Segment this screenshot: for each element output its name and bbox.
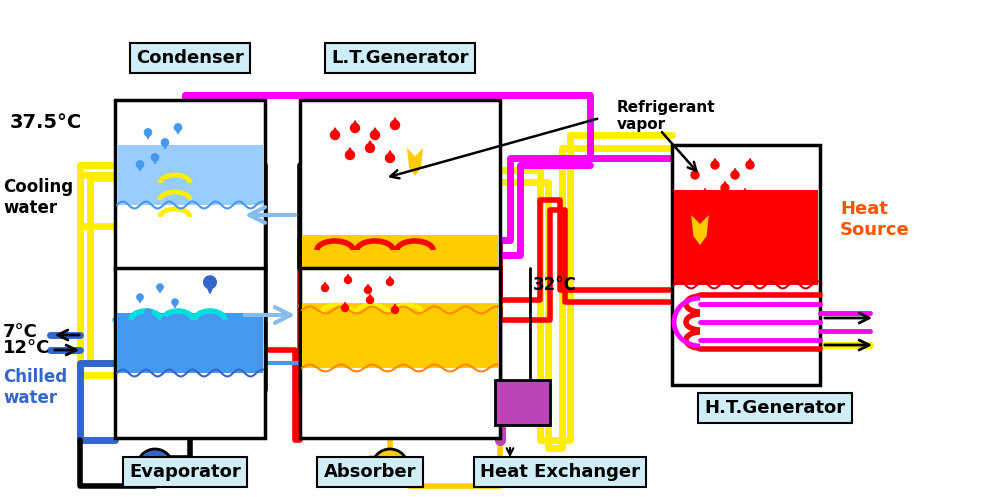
Polygon shape bbox=[366, 141, 374, 148]
Text: 7°C: 7°C bbox=[3, 323, 38, 341]
Circle shape bbox=[330, 131, 339, 140]
Bar bbox=[117, 145, 263, 205]
Polygon shape bbox=[146, 312, 151, 318]
Circle shape bbox=[157, 284, 163, 290]
Polygon shape bbox=[158, 287, 163, 293]
Bar bbox=[672, 145, 820, 385]
Polygon shape bbox=[138, 297, 143, 303]
Text: Refrigerant
vapor: Refrigerant vapor bbox=[617, 100, 715, 132]
Bar bbox=[115, 100, 265, 270]
Text: Evaporator: Evaporator bbox=[129, 463, 241, 481]
Circle shape bbox=[162, 317, 169, 323]
Circle shape bbox=[350, 123, 359, 133]
Polygon shape bbox=[732, 168, 738, 175]
Circle shape bbox=[721, 184, 729, 192]
Circle shape bbox=[203, 276, 216, 288]
Circle shape bbox=[137, 449, 173, 485]
Polygon shape bbox=[387, 276, 393, 282]
Circle shape bbox=[392, 307, 399, 314]
Polygon shape bbox=[747, 159, 753, 165]
Text: Condenser: Condenser bbox=[136, 49, 244, 67]
Polygon shape bbox=[163, 320, 168, 326]
Polygon shape bbox=[322, 282, 327, 288]
Circle shape bbox=[341, 305, 348, 312]
Polygon shape bbox=[387, 151, 394, 158]
Polygon shape bbox=[701, 188, 708, 195]
Circle shape bbox=[152, 154, 159, 161]
Polygon shape bbox=[345, 274, 351, 280]
Bar bbox=[495, 380, 550, 425]
Circle shape bbox=[370, 131, 380, 140]
Circle shape bbox=[701, 191, 709, 199]
Circle shape bbox=[746, 161, 754, 169]
Circle shape bbox=[691, 171, 699, 179]
Polygon shape bbox=[163, 143, 168, 149]
Polygon shape bbox=[392, 304, 398, 310]
Polygon shape bbox=[712, 159, 718, 165]
Circle shape bbox=[391, 120, 400, 130]
Text: Cooling
water: Cooling water bbox=[3, 178, 73, 217]
Circle shape bbox=[137, 294, 143, 300]
Circle shape bbox=[365, 144, 375, 153]
Circle shape bbox=[175, 124, 182, 131]
Bar bbox=[300, 268, 500, 438]
Polygon shape bbox=[205, 282, 215, 293]
Polygon shape bbox=[176, 127, 181, 134]
Text: Heat Exchanger: Heat Exchanger bbox=[480, 463, 640, 481]
Polygon shape bbox=[342, 302, 348, 308]
Polygon shape bbox=[346, 148, 353, 155]
Circle shape bbox=[345, 151, 354, 160]
Circle shape bbox=[711, 161, 719, 169]
Text: p: p bbox=[384, 458, 397, 476]
Circle shape bbox=[145, 309, 151, 315]
Circle shape bbox=[386, 154, 395, 163]
Circle shape bbox=[344, 276, 351, 283]
Bar bbox=[300, 100, 500, 390]
Polygon shape bbox=[152, 158, 158, 164]
Text: H.T.Generator: H.T.Generator bbox=[704, 399, 845, 417]
Bar bbox=[117, 313, 263, 373]
Bar bbox=[674, 190, 818, 285]
Polygon shape bbox=[137, 165, 143, 171]
Polygon shape bbox=[367, 294, 373, 300]
Polygon shape bbox=[405, 148, 425, 176]
Polygon shape bbox=[331, 128, 338, 135]
Polygon shape bbox=[145, 132, 151, 139]
Text: Chilled
water: Chilled water bbox=[3, 368, 67, 407]
Circle shape bbox=[145, 129, 152, 136]
Polygon shape bbox=[689, 215, 711, 245]
Polygon shape bbox=[691, 168, 698, 175]
Text: 12°C: 12°C bbox=[3, 339, 51, 357]
Circle shape bbox=[741, 191, 749, 199]
Polygon shape bbox=[365, 284, 371, 290]
Bar bbox=[302, 303, 498, 368]
Text: Absorber: Absorber bbox=[323, 463, 417, 481]
Circle shape bbox=[366, 297, 374, 304]
Polygon shape bbox=[371, 128, 379, 135]
Text: 37.5°C: 37.5°C bbox=[10, 112, 82, 132]
Circle shape bbox=[364, 286, 371, 294]
Circle shape bbox=[162, 139, 169, 146]
Text: p: p bbox=[149, 458, 162, 476]
Polygon shape bbox=[351, 121, 358, 128]
Circle shape bbox=[137, 161, 144, 168]
Polygon shape bbox=[742, 188, 748, 195]
Circle shape bbox=[172, 299, 179, 305]
Bar bbox=[302, 235, 498, 310]
Text: L.T.Generator: L.T.Generator bbox=[331, 49, 469, 67]
Text: Heat
Source: Heat Source bbox=[840, 200, 910, 239]
Bar bbox=[115, 268, 265, 438]
Polygon shape bbox=[392, 118, 399, 125]
Circle shape bbox=[731, 171, 739, 179]
Circle shape bbox=[387, 278, 394, 285]
Polygon shape bbox=[722, 181, 728, 188]
Polygon shape bbox=[173, 302, 178, 308]
Circle shape bbox=[321, 284, 328, 292]
Text: 32°C: 32°C bbox=[533, 276, 577, 294]
Circle shape bbox=[372, 449, 408, 485]
